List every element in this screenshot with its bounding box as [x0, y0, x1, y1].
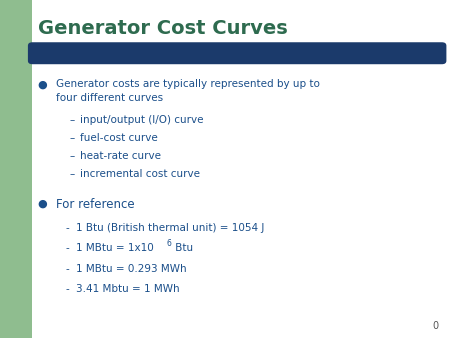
Text: –: – — [70, 169, 75, 179]
Text: 1 Btu (British thermal unit) = 1054 J: 1 Btu (British thermal unit) = 1054 J — [76, 223, 264, 233]
Text: incremental cost curve: incremental cost curve — [80, 169, 200, 179]
Text: 6: 6 — [166, 239, 171, 248]
Text: Generator costs are typically represented by up to
four different curves: Generator costs are typically represente… — [56, 79, 320, 103]
Text: -: - — [65, 264, 69, 274]
Text: -: - — [65, 284, 69, 294]
Text: 1 MBtu = 0.293 MWh: 1 MBtu = 0.293 MWh — [76, 264, 186, 274]
Text: 0: 0 — [432, 321, 439, 331]
Text: -: - — [65, 243, 69, 254]
Text: For reference: For reference — [56, 198, 135, 211]
Text: ●: ● — [37, 79, 47, 90]
Text: –: – — [70, 151, 75, 161]
Text: –: – — [70, 133, 75, 143]
Text: Generator Cost Curves: Generator Cost Curves — [38, 19, 288, 38]
Text: –: – — [70, 115, 75, 125]
Text: -: - — [65, 223, 69, 233]
Text: 3.41 Mbtu = 1 MWh: 3.41 Mbtu = 1 MWh — [76, 284, 179, 294]
Text: input/output (I/O) curve: input/output (I/O) curve — [80, 115, 203, 125]
Text: ●: ● — [37, 198, 47, 209]
Text: heat-rate curve: heat-rate curve — [80, 151, 161, 161]
Text: Btu: Btu — [172, 243, 194, 254]
Text: fuel-cost curve: fuel-cost curve — [80, 133, 158, 143]
Text: 1 MBtu = 1x10: 1 MBtu = 1x10 — [76, 243, 153, 254]
